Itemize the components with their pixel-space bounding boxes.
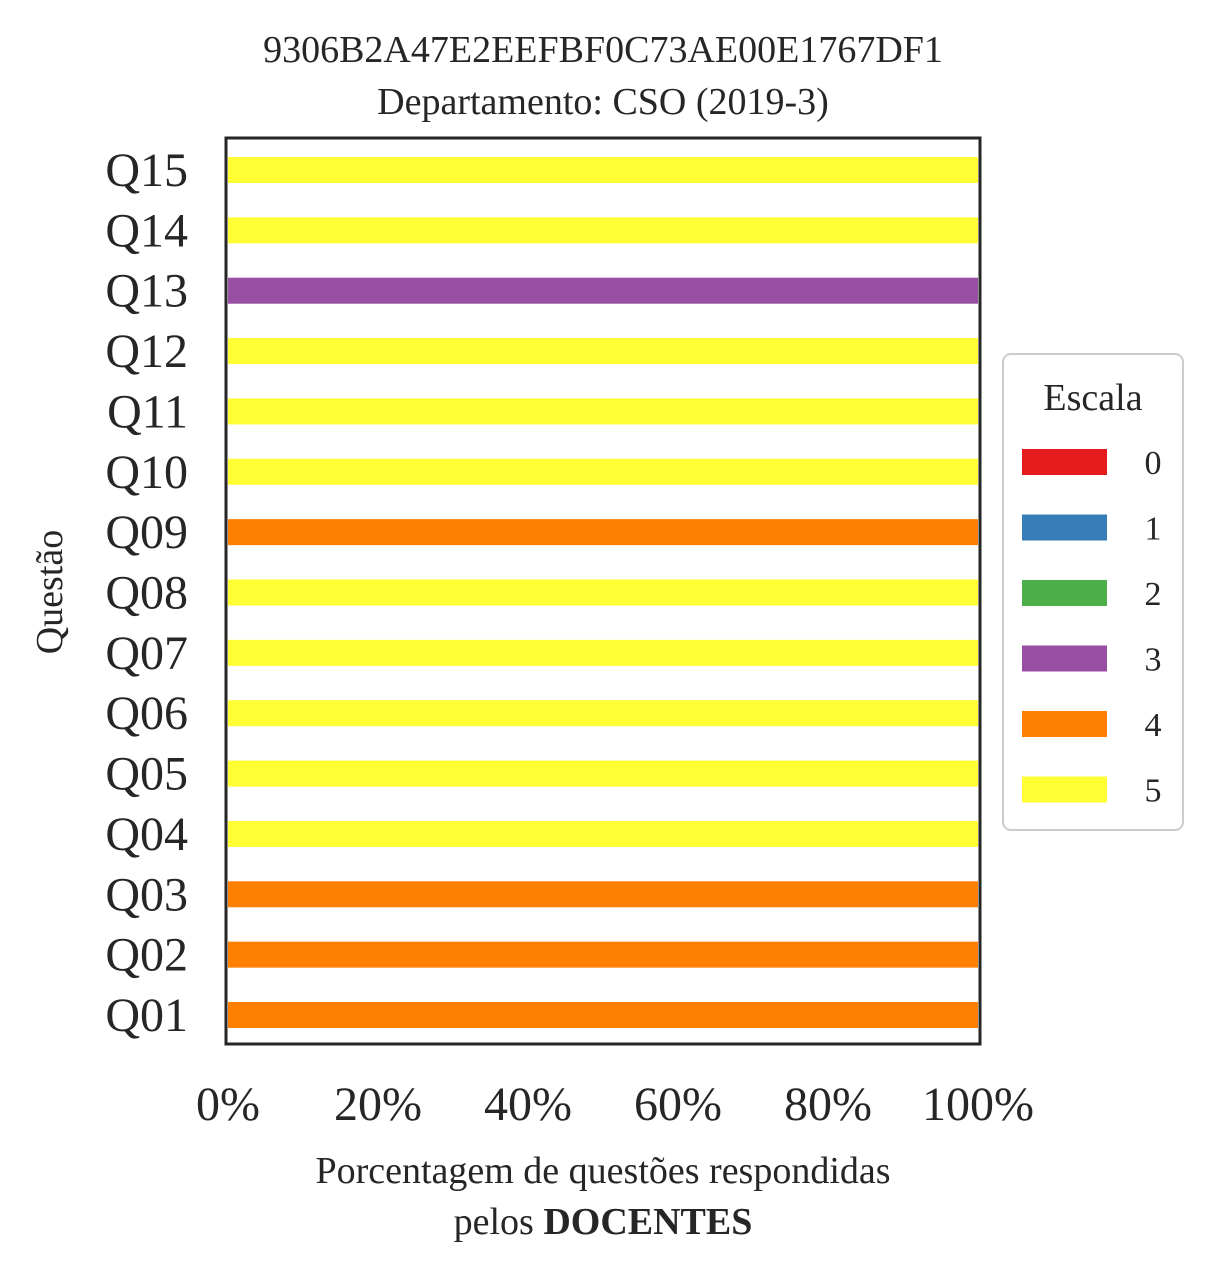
legend-entries: 0 1 2 3 4 5 (1022, 445, 1162, 810)
x-tick-label: 100% (922, 1078, 1034, 1131)
legend-label-1: 1 (1145, 511, 1162, 548)
bars-group (228, 157, 978, 1028)
legend-swatch-2 (1022, 580, 1107, 606)
legend-swatch-3 (1022, 645, 1107, 672)
bar-q05-scale-5 (228, 760, 978, 787)
y-tick-label: Q01 (105, 989, 188, 1042)
y-tick-label: Q02 (105, 929, 188, 982)
legend-label-0: 0 (1145, 445, 1162, 482)
y-tick-label: Q12 (105, 325, 188, 378)
y-tick-label: Q10 (105, 446, 188, 499)
x-tick-label: 80% (784, 1078, 872, 1131)
bar-q03-scale-4 (228, 881, 978, 908)
bar-q15-scale-5 (228, 157, 978, 183)
bar-q07-scale-5 (228, 639, 978, 666)
x-tick-label: 20% (334, 1078, 422, 1131)
y-tick-label: Q03 (105, 868, 188, 921)
legend-label-2: 2 (1145, 576, 1162, 613)
y-tick-label: Q11 (107, 385, 188, 438)
y-tick-label: Q15 (105, 144, 188, 197)
y-tick-label: Q07 (105, 627, 188, 680)
x-axis-label-line1: Porcentagem de questões respondidas (315, 1150, 890, 1192)
plot-frame (224, 136, 982, 1046)
x-axis-label-bold: DOCENTES (543, 1201, 752, 1243)
legend-label-5: 5 (1145, 773, 1162, 810)
y-tick-label: Q09 (105, 506, 188, 559)
bar-q14-scale-5 (228, 217, 978, 244)
y-tick-label: Q13 (105, 265, 188, 318)
y-tick-label: Q14 (105, 204, 188, 257)
bar-q11-scale-5 (228, 398, 978, 425)
legend-swatch-4 (1022, 711, 1107, 737)
chart-subtitle: Departamento: CSO (2019-3) (377, 81, 829, 123)
legend-label-3: 3 (1145, 642, 1162, 679)
y-tick-label: Q08 (105, 567, 188, 620)
x-tick-label: 40% (484, 1078, 572, 1131)
legend-swatch-5 (1022, 776, 1107, 803)
y-tick-label: Q05 (105, 748, 188, 801)
bar-q06-scale-5 (228, 700, 978, 727)
bar-q02-scale-4 (228, 941, 978, 968)
y-tick-label: Q04 (105, 808, 188, 861)
bar-q10-scale-5 (228, 458, 978, 485)
bar-q13-scale-3 (228, 277, 978, 304)
x-tick-label: 60% (634, 1078, 722, 1131)
y-axis-label: Questão (29, 530, 71, 655)
x-axis-label-prefix: pelos (454, 1201, 544, 1243)
bar-q09-scale-4 (228, 519, 978, 546)
x-tick-label: 0% (196, 1078, 260, 1131)
legend-label-4: 4 (1145, 707, 1162, 744)
bar-q04-scale-5 (228, 820, 978, 847)
x-axis-label-line2: pelos DOCENTES (454, 1201, 753, 1243)
bar-q12-scale-5 (228, 338, 978, 365)
bar-q08-scale-5 (228, 579, 978, 606)
legend-swatch-1 (1022, 514, 1107, 541)
chart-title: 9306B2A47E2EEFBF0C73AE00E1767DF1 (263, 29, 943, 71)
y-tick-label: Q06 (105, 687, 188, 740)
y-tick-labels: Q01 Q02 Q03 Q04 Q05 Q06 Q07 Q08 Q09 Q10 Q11 Q12 Q13 Q… (105, 144, 188, 1042)
bar-q01-scale-4 (228, 1002, 978, 1028)
legend-title: Escala (1043, 377, 1142, 419)
x-tick-labels: 0% 20% 40% 60% 80% 100% (196, 1078, 1034, 1131)
legend-swatch-0 (1022, 449, 1107, 475)
legend: Escala 0 1 2 3 4 5 (1002, 353, 1184, 831)
